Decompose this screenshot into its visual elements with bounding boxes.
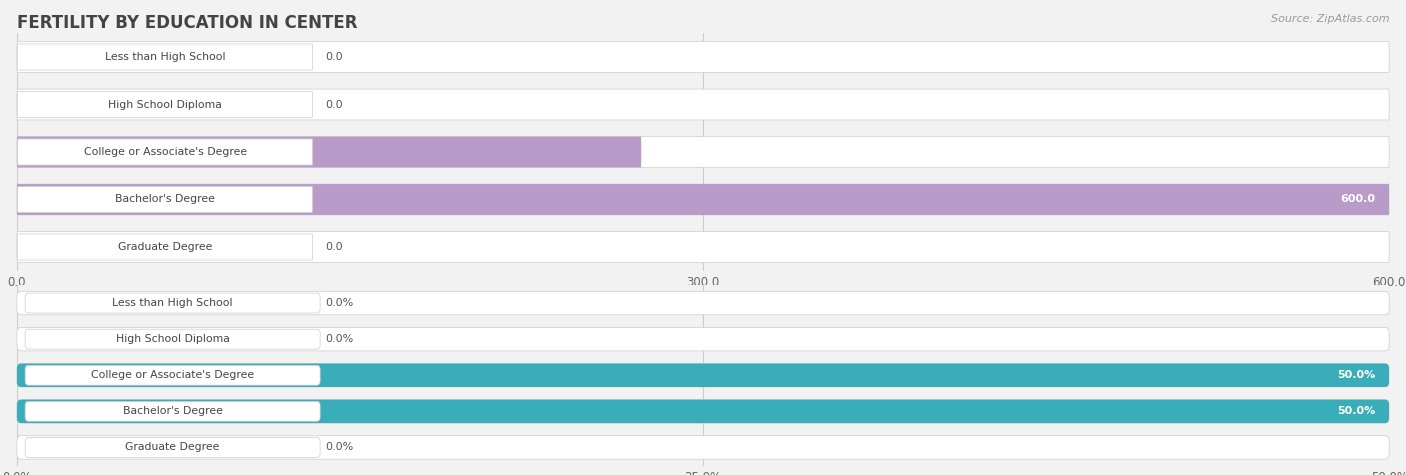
Text: Less than High School: Less than High School xyxy=(112,298,233,308)
FancyBboxPatch shape xyxy=(17,291,1389,315)
FancyBboxPatch shape xyxy=(17,44,312,70)
FancyBboxPatch shape xyxy=(17,327,1389,351)
FancyBboxPatch shape xyxy=(17,139,312,165)
Text: Less than High School: Less than High School xyxy=(105,52,225,62)
Text: 50.0%: 50.0% xyxy=(1337,406,1375,417)
Text: College or Associate's Degree: College or Associate's Degree xyxy=(91,370,254,380)
FancyBboxPatch shape xyxy=(17,184,1389,215)
Text: 273.0: 273.0 xyxy=(1340,147,1375,157)
FancyBboxPatch shape xyxy=(25,401,321,421)
Text: 600.0: 600.0 xyxy=(1340,194,1375,205)
FancyBboxPatch shape xyxy=(17,92,312,118)
Text: Graduate Degree: Graduate Degree xyxy=(125,442,219,453)
FancyBboxPatch shape xyxy=(17,137,641,168)
FancyBboxPatch shape xyxy=(17,363,1389,387)
Text: 0.0: 0.0 xyxy=(326,99,343,110)
FancyBboxPatch shape xyxy=(17,234,312,260)
FancyBboxPatch shape xyxy=(17,399,1389,423)
FancyBboxPatch shape xyxy=(25,329,321,349)
FancyBboxPatch shape xyxy=(17,436,1389,459)
Text: College or Associate's Degree: College or Associate's Degree xyxy=(83,147,246,157)
FancyBboxPatch shape xyxy=(17,186,312,213)
FancyBboxPatch shape xyxy=(17,184,1389,215)
Text: 0.0: 0.0 xyxy=(326,242,343,252)
Text: Graduate Degree: Graduate Degree xyxy=(118,242,212,252)
Text: High School Diploma: High School Diploma xyxy=(115,334,229,344)
Text: FERTILITY BY EDUCATION IN CENTER: FERTILITY BY EDUCATION IN CENTER xyxy=(17,14,357,32)
FancyBboxPatch shape xyxy=(17,232,1389,262)
FancyBboxPatch shape xyxy=(17,137,1389,168)
FancyBboxPatch shape xyxy=(25,293,321,313)
FancyBboxPatch shape xyxy=(17,89,1389,120)
Text: Source: ZipAtlas.com: Source: ZipAtlas.com xyxy=(1271,14,1389,24)
Text: Bachelor's Degree: Bachelor's Degree xyxy=(115,194,215,205)
Text: High School Diploma: High School Diploma xyxy=(108,99,222,110)
Text: 0.0%: 0.0% xyxy=(326,442,354,453)
Text: 0.0: 0.0 xyxy=(326,52,343,62)
Text: 50.0%: 50.0% xyxy=(1337,370,1375,380)
FancyBboxPatch shape xyxy=(17,363,1389,387)
FancyBboxPatch shape xyxy=(17,42,1389,72)
FancyBboxPatch shape xyxy=(17,399,1389,423)
FancyBboxPatch shape xyxy=(25,365,321,385)
Text: 0.0%: 0.0% xyxy=(326,334,354,344)
FancyBboxPatch shape xyxy=(25,437,321,457)
Text: Bachelor's Degree: Bachelor's Degree xyxy=(122,406,222,417)
Text: 0.0%: 0.0% xyxy=(326,298,354,308)
